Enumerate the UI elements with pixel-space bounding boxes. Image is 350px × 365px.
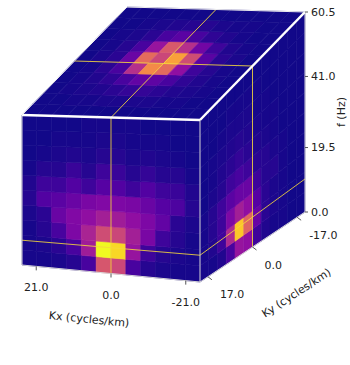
svg-text:f (Hz): f (Hz) xyxy=(335,97,348,127)
svg-text:-17.0: -17.0 xyxy=(309,229,337,242)
svg-text:17.0: 17.0 xyxy=(220,288,245,301)
svg-text:0.0: 0.0 xyxy=(102,289,120,302)
svg-text:41.0: 41.0 xyxy=(311,70,336,83)
svg-text:Ky (cycles/km): Ky (cycles/km) xyxy=(260,266,334,321)
svg-text:21.0: 21.0 xyxy=(24,281,49,294)
svg-text:60.5: 60.5 xyxy=(311,6,336,19)
svg-text:Kx (cycles/km): Kx (cycles/km) xyxy=(48,309,130,330)
svg-text:0.0: 0.0 xyxy=(265,259,283,272)
svg-text:0.0: 0.0 xyxy=(311,206,329,219)
svg-text:-21.0: -21.0 xyxy=(172,296,200,309)
svg-text:19.5: 19.5 xyxy=(311,141,336,154)
